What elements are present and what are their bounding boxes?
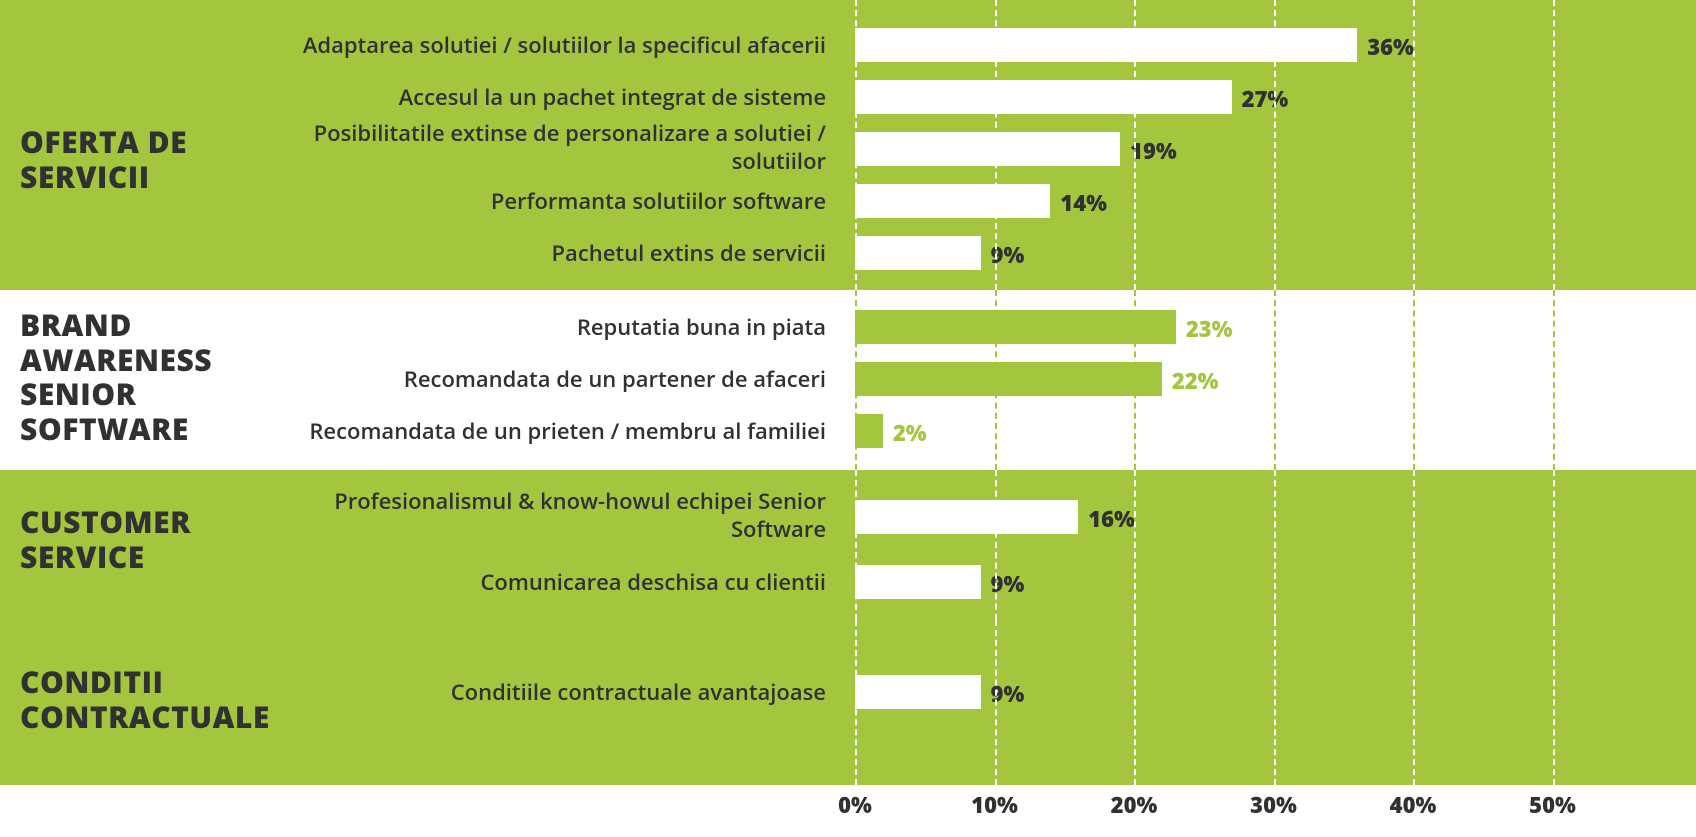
gridline — [855, 0, 857, 290]
bar — [855, 310, 1176, 344]
bar-value-label: 2% — [893, 418, 927, 448]
bar-value-label: 19% — [1130, 136, 1177, 166]
gridline — [1413, 470, 1415, 620]
bar-label: Posibilitatile extinse de personalizare … — [296, 120, 826, 175]
bar-value-label: 27% — [1242, 84, 1289, 114]
axis-tick: 10% — [971, 790, 1018, 820]
section-conditii: CONDITII CONTRACTUALEConditiile contract… — [0, 620, 1696, 785]
gridline — [1553, 470, 1555, 620]
section-oferta: OFERTA DE SERVICIIAdaptarea solutiei / s… — [0, 0, 1696, 290]
gridline — [1134, 290, 1136, 470]
bar-label: Profesionalismul & know-howul echipei Se… — [296, 488, 826, 543]
gridline — [995, 290, 997, 470]
gridline — [1553, 620, 1555, 785]
gridline — [995, 0, 997, 290]
bar-row: Comunicarea deschisa cu clientii9% — [0, 565, 1696, 599]
gridline — [995, 470, 997, 620]
bar-row: Accesul la un pachet integrat de sisteme… — [0, 80, 1696, 114]
bar — [855, 675, 981, 709]
bar-row: Adaptarea solutiei / solutiilor la speci… — [0, 28, 1696, 62]
gridline — [1274, 470, 1276, 620]
bar-value-label: 36% — [1367, 32, 1414, 62]
horizontal-bar-chart: OFERTA DE SERVICIIAdaptarea solutiei / s… — [0, 0, 1696, 837]
gridline — [995, 620, 997, 785]
axis-tick: 30% — [1250, 790, 1297, 820]
gridline — [1553, 290, 1555, 470]
bar-row: Reputatia buna in piata 23% — [0, 310, 1696, 344]
bar-value-label: 16% — [1088, 504, 1135, 534]
bar-label: Comunicarea deschisa cu clientii — [296, 569, 826, 597]
gridline — [1274, 620, 1276, 785]
bar-row: Posibilitatile extinse de personalizare … — [0, 132, 1696, 166]
bar — [855, 132, 1120, 166]
bar — [855, 236, 981, 270]
gridline — [1274, 0, 1276, 290]
bar-row: Recomandata de un prieten / membru al fa… — [0, 414, 1696, 448]
gridline — [1134, 470, 1136, 620]
bar-row: Conditiile contractuale avantajoase9% — [0, 675, 1696, 709]
bar-label: Adaptarea solutiei / solutiilor la speci… — [296, 32, 826, 60]
bar — [855, 28, 1357, 62]
bar-row: Recomandata de un partener de afaceri 22% — [0, 362, 1696, 396]
bar-label: Reputatia buna in piata — [296, 314, 826, 342]
bar-value-label: 22% — [1172, 366, 1219, 396]
gridline — [1413, 620, 1415, 785]
section-customer: CUSTOMER SERVICEProfesionalismul & know-… — [0, 470, 1696, 620]
axis-tick: 50% — [1529, 790, 1576, 820]
axis-tick: 20% — [1111, 790, 1158, 820]
gridline — [855, 620, 857, 785]
gridline — [1274, 290, 1276, 470]
gridline — [1134, 620, 1136, 785]
bar-label: Accesul la un pachet integrat de sisteme — [296, 84, 826, 112]
bar — [855, 80, 1232, 114]
gridline — [1134, 0, 1136, 290]
bar — [855, 565, 981, 599]
gridline — [1413, 290, 1415, 470]
gridline — [855, 290, 857, 470]
axis-tick: 0% — [838, 790, 872, 820]
axis-tick: 40% — [1390, 790, 1437, 820]
bar-label: Conditiile contractuale avantajoase — [296, 679, 826, 707]
section-brand: BRAND AWARENESS SENIOR SOFTWAREReputatia… — [0, 290, 1696, 470]
gridline — [1413, 0, 1415, 290]
bar-row: Performanta solutiilor software 14% — [0, 184, 1696, 218]
bar-row: Profesionalismul & know-howul echipei Se… — [0, 500, 1696, 534]
bar — [855, 414, 883, 448]
bar-label: Recomandata de un partener de afaceri — [296, 366, 826, 394]
bar-row: Pachetul extins de servicii9% — [0, 236, 1696, 270]
bar — [855, 500, 1078, 534]
bar-label: Pachetul extins de servicii — [296, 240, 826, 268]
bar-label: Performanta solutiilor software — [296, 188, 826, 216]
bar-label: Recomandata de un prieten / membru al fa… — [296, 418, 826, 446]
bar-value-label: 14% — [1060, 188, 1107, 218]
bar — [855, 184, 1050, 218]
bar — [855, 362, 1162, 396]
bar-value-label: 23% — [1186, 314, 1233, 344]
gridline — [1553, 0, 1555, 290]
gridline — [855, 470, 857, 620]
